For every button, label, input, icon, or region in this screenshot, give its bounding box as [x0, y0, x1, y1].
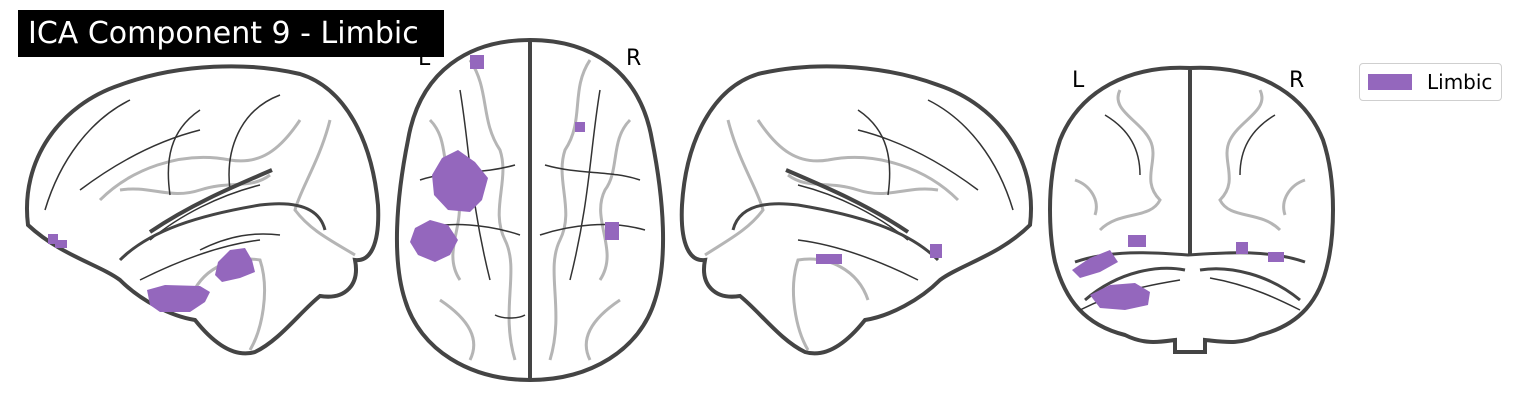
legend-label: Limbic	[1427, 70, 1493, 94]
coronal-right-label: R	[1289, 68, 1305, 93]
coronal-left-label: L	[1072, 68, 1085, 93]
axial-right-label: R	[626, 46, 642, 71]
axial-view	[394, 37, 666, 383]
coronal-view	[1048, 65, 1335, 354]
sagittal-right-view	[679, 64, 1033, 356]
legend-swatch	[1368, 74, 1412, 90]
legend: Limbic	[1359, 63, 1502, 101]
sagittal-left-view	[25, 64, 381, 356]
axial-left-label: L	[418, 46, 431, 71]
figure-title: ICA Component 9 - Limbic	[18, 10, 444, 57]
